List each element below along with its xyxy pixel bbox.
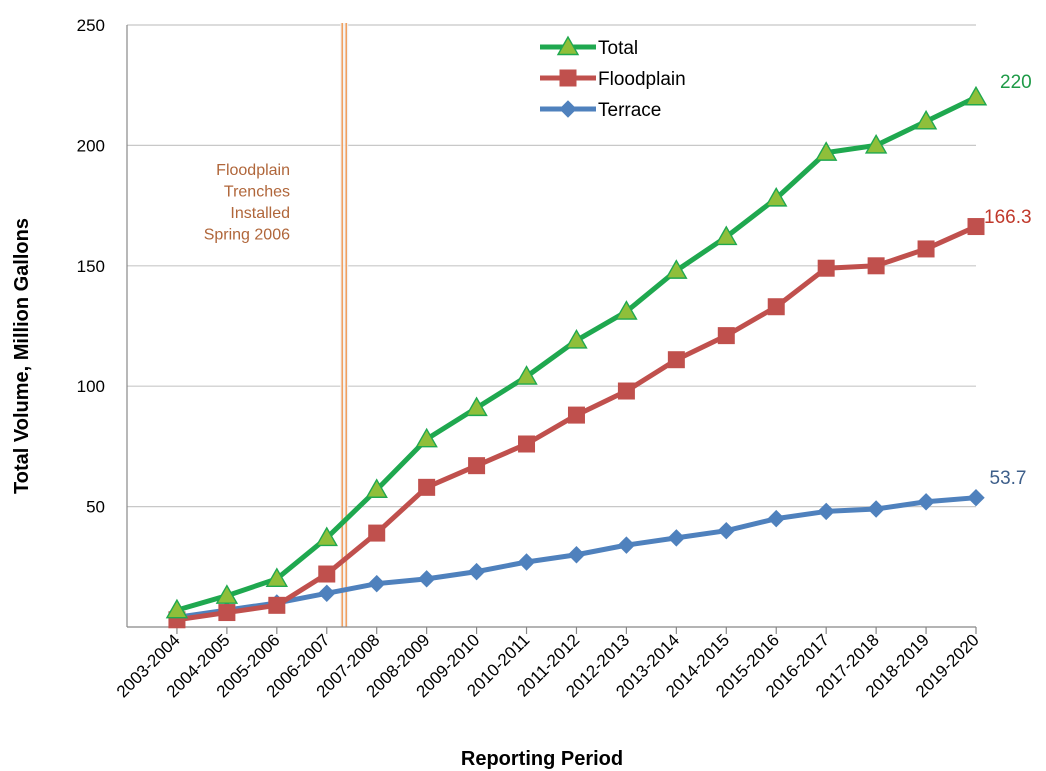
point-total-2010-2011 xyxy=(515,365,538,385)
point-floodplain-2011-2012 xyxy=(567,406,585,424)
y-tick-50: 50 xyxy=(86,498,105,517)
annotation-line-4: Spring 2006 xyxy=(204,227,290,244)
point-floodplain-2012-2013 xyxy=(617,382,635,400)
y-tick-labels: 50 100 150 200 250 xyxy=(77,16,105,517)
point-terrace-2006-2007 xyxy=(318,584,336,602)
legend-swatch-marker xyxy=(559,69,577,87)
point-terrace-2018-2019 xyxy=(917,493,935,511)
point-floodplain-2006-2007 xyxy=(318,565,336,583)
point-floodplain-2018-2019 xyxy=(917,240,935,258)
point-terrace-2012-2013 xyxy=(617,536,636,554)
point-total-2006-2007 xyxy=(315,526,338,547)
point-floodplain-2013-2014 xyxy=(667,351,685,369)
point-total-2016-2017 xyxy=(814,141,838,161)
point-floodplain-2010-2011 xyxy=(518,435,536,453)
x-axis-title: Reporting Period xyxy=(461,748,623,770)
point-total-2019-2020 xyxy=(964,85,988,106)
point-floodplain-2009-2010 xyxy=(468,457,486,475)
point-floodplain-2016-2017 xyxy=(817,259,835,277)
y-axis-title: Total Volume, Million Gallons xyxy=(11,218,33,494)
end-labels: 220 166.3 53.7 xyxy=(984,72,1032,489)
data-series xyxy=(165,85,988,629)
annotation-text: Floodplain Trenches Installed Spring 2006 xyxy=(204,162,290,244)
point-total-2013-2014 xyxy=(665,259,688,279)
point-terrace-2014-2015 xyxy=(717,521,736,540)
point-floodplain-2007-2008 xyxy=(368,524,386,542)
annotation-line-2: Trenches xyxy=(224,184,290,201)
legend-label-floodplain: Floodplain xyxy=(598,69,686,90)
series-floodplain xyxy=(168,218,985,629)
point-terrace-2016-2017 xyxy=(817,502,835,521)
annotation-line-3: Installed xyxy=(230,205,290,222)
legend-item-floodplain: Floodplain xyxy=(540,69,686,90)
point-total-2018-2019 xyxy=(914,109,938,130)
point-floodplain-2004-2005 xyxy=(218,604,236,622)
point-floodplain-2008-2009 xyxy=(418,478,436,496)
point-terrace-2010-2011 xyxy=(517,553,536,571)
point-total-2017-2018 xyxy=(864,133,888,154)
point-floodplain-2005-2006 xyxy=(268,596,286,614)
point-floodplain-2017-2018 xyxy=(867,257,885,275)
y-tick-250: 250 xyxy=(77,16,105,35)
point-total-2015-2016 xyxy=(765,186,788,207)
axes xyxy=(126,25,977,634)
legend-label-total: Total xyxy=(598,38,638,59)
point-terrace-2011-2012 xyxy=(567,546,586,564)
point-total-2011-2012 xyxy=(565,329,588,349)
point-total-2007-2008 xyxy=(365,478,388,498)
end-label-terrace: 53.7 xyxy=(990,468,1027,489)
legend-swatch-marker xyxy=(556,35,580,56)
point-terrace-2013-2014 xyxy=(667,529,686,547)
legend-swatch-marker xyxy=(559,100,577,118)
point-terrace-2015-2016 xyxy=(767,509,785,528)
series-terrace xyxy=(168,488,985,627)
legend-item-terrace: Terrace xyxy=(540,100,661,121)
series-total xyxy=(165,85,988,619)
point-floodplain-2015-2016 xyxy=(767,298,785,316)
point-terrace-2008-2009 xyxy=(417,570,436,588)
y-tick-100: 100 xyxy=(77,377,105,396)
series-line-total xyxy=(176,94,978,613)
point-floodplain-2019-2020 xyxy=(967,218,985,236)
legend: Total Floodplain Terrace xyxy=(540,35,686,121)
point-total-2004-2005 xyxy=(215,584,239,604)
annotation-line-1: Floodplain xyxy=(216,162,290,179)
annotation-shadow xyxy=(340,23,349,627)
point-terrace-2009-2010 xyxy=(467,562,486,581)
point-terrace-2019-2020 xyxy=(967,488,985,507)
y-tick-150: 150 xyxy=(77,257,105,276)
point-total-2012-2013 xyxy=(615,300,638,320)
end-label-floodplain: 166.3 xyxy=(984,207,1032,228)
point-total-2009-2010 xyxy=(465,396,488,417)
point-total-2008-2009 xyxy=(415,427,438,448)
legend-item-total: Total xyxy=(540,35,638,59)
point-terrace-2007-2008 xyxy=(367,574,386,593)
x-tick-labels: 2003-20042004-20052005-20062006-20072007… xyxy=(113,630,983,701)
point-total-2003-2004 xyxy=(165,598,189,619)
annotation-line xyxy=(340,23,349,627)
legend-label-terrace: Terrace xyxy=(598,100,661,121)
end-label-total: 220 xyxy=(1000,72,1032,93)
point-floodplain-2014-2015 xyxy=(717,327,735,345)
point-total-2014-2015 xyxy=(715,225,738,246)
y-tick-200: 200 xyxy=(77,136,105,155)
point-terrace-2017-2018 xyxy=(867,500,885,518)
point-total-2005-2006 xyxy=(265,567,289,588)
gridlines xyxy=(127,24,976,508)
